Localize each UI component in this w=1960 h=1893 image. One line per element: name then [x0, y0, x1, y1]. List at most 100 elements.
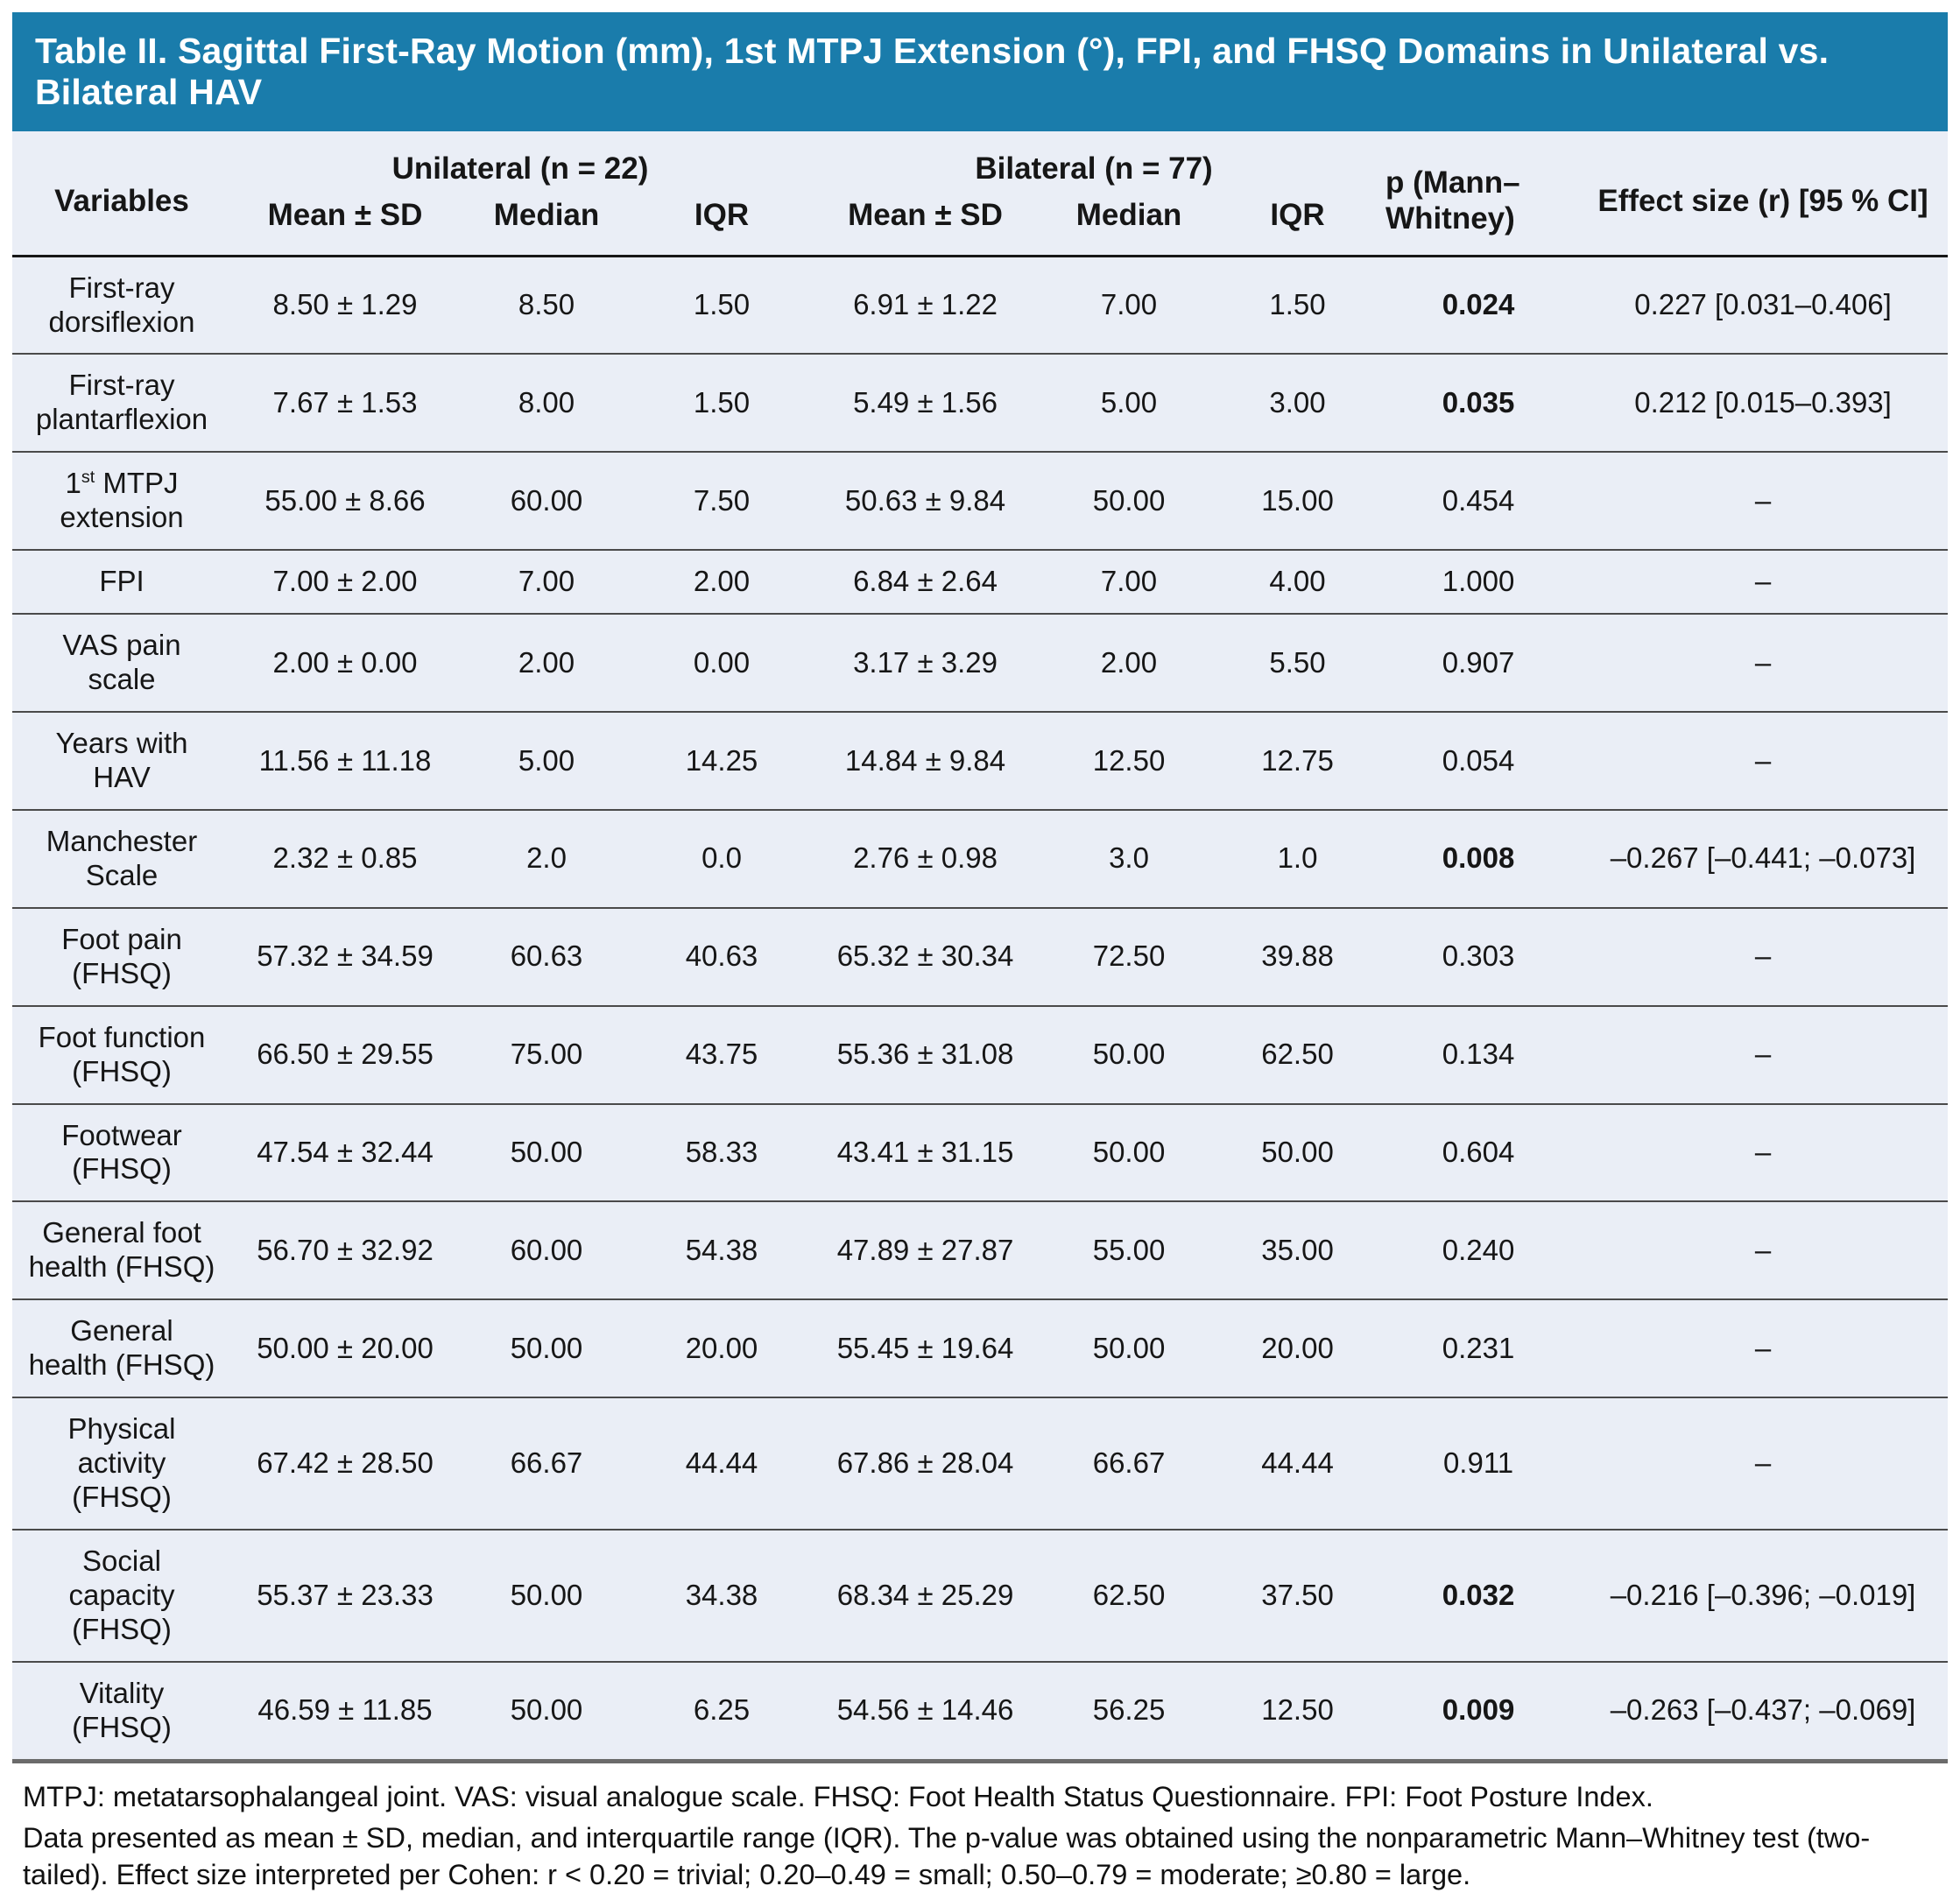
cell-bil-iqr: 44.44 [1216, 1397, 1379, 1531]
cell-variable: General foot health (FHSQ) [12, 1201, 231, 1301]
cell-bil-median: 66.67 [1041, 1397, 1217, 1531]
cell-uni-iqr: 54.38 [634, 1201, 810, 1301]
table-header: Variables Unilateral (n = 22) Bilateral … [12, 131, 1949, 257]
cell-bil-mean-sd: 67.86 ± 28.04 [809, 1397, 1042, 1531]
cell-uni-median: 50.00 [459, 1661, 634, 1763]
cell-effect-size: – [1578, 1299, 1949, 1399]
cell-effect-size: – [1578, 550, 1949, 616]
cell-uni-iqr: 6.25 [634, 1661, 810, 1763]
cell-p-value: 0.035 [1378, 354, 1579, 454]
cell-bil-median: 55.00 [1041, 1201, 1217, 1301]
col-header-bil-mean-sd: Mean ± SD [809, 190, 1042, 257]
cell-effect-size: – [1578, 452, 1949, 552]
cell-p-value: 1.000 [1378, 550, 1579, 616]
cell-uni-iqr: 0.00 [634, 614, 810, 714]
table-title: Table II. Sagittal First-Ray Motion (mm)… [35, 31, 1830, 112]
cell-uni-iqr: 7.50 [634, 452, 810, 552]
cell-effect-size: –0.267 [–0.441; –0.073] [1578, 809, 1949, 909]
cell-uni-median: 2.0 [459, 809, 634, 909]
cell-bil-iqr: 15.00 [1216, 452, 1379, 552]
table-row: FPI 7.00 ± 2.00 7.00 2.00 6.84 ± 2.64 7.00 4.0… [12, 550, 1949, 616]
table-row: Vitality (FHSQ) 46.59 ± 11.85 50.00 6.25 54.… [12, 1661, 1949, 1763]
cell-bil-median: 62.50 [1041, 1529, 1217, 1663]
table-row: 1st MTPJ extension 55.00 ± 8.66 60.00 7.50 5… [12, 452, 1949, 552]
cell-effect-size: –0.263 [–0.437; –0.069] [1578, 1661, 1949, 1763]
cell-effect-size: – [1578, 712, 1949, 811]
table-row: Foot pain (FHSQ) 57.32 ± 34.59 60.63 40.63 6… [12, 907, 1949, 1007]
cell-effect-size: – [1578, 1397, 1949, 1531]
table-row: Manchester Scale 2.32 ± 0.85 2.0 0.0 2.76 ± … [12, 809, 1949, 909]
cell-bil-mean-sd: 65.32 ± 30.34 [809, 907, 1042, 1007]
cell-variable: Physical activity (FHSQ) [12, 1397, 231, 1531]
cell-bil-iqr: 12.50 [1216, 1661, 1379, 1763]
cell-bil-iqr: 20.00 [1216, 1299, 1379, 1399]
col-group-bilateral: Bilateral (n = 77) [975, 151, 1213, 186]
cell-p-value: 0.032 [1378, 1529, 1579, 1663]
col-header-p-mann-whitney: p (Mann–Whitney) [1378, 131, 1579, 257]
table-row: VAS pain scale 2.00 ± 0.00 2.00 0.00 3.17 ± … [12, 614, 1949, 714]
table-row: First-ray dorsiflexion 8.50 ± 1.29 8.50 1.5… [12, 256, 1949, 355]
cell-uni-iqr: 2.00 [634, 550, 810, 616]
cell-uni-median: 60.00 [459, 452, 634, 552]
table-row: Physical activity (FHSQ) 67.42 ± 28.50 66.… [12, 1397, 1949, 1531]
cell-uni-mean-sd: 46.59 ± 11.85 [231, 1661, 459, 1763]
cell-uni-mean-sd: 7.00 ± 2.00 [231, 550, 459, 616]
col-group-unilateral: Unilateral (n = 22) [391, 151, 649, 186]
cell-bil-iqr: 1.50 [1216, 256, 1379, 355]
cell-uni-iqr: 34.38 [634, 1529, 810, 1663]
cell-p-value: 0.303 [1378, 907, 1579, 1007]
col-header-variables: Variables [12, 131, 231, 257]
table-row: Footwear (FHSQ) 47.54 ± 32.44 50.00 58.33 43… [12, 1103, 1949, 1203]
cell-uni-iqr: 40.63 [634, 907, 810, 1007]
cell-variable: Footwear (FHSQ) [12, 1103, 231, 1203]
cell-bil-mean-sd: 2.76 ± 0.98 [809, 809, 1042, 909]
cell-bil-iqr: 35.00 [1216, 1201, 1379, 1301]
cell-bil-mean-sd: 50.63 ± 9.84 [809, 452, 1042, 552]
cell-uni-iqr: 44.44 [634, 1397, 810, 1531]
cell-bil-iqr: 1.0 [1216, 809, 1379, 909]
cell-bil-median: 3.0 [1041, 809, 1217, 909]
cell-uni-mean-sd: 50.00 ± 20.00 [231, 1299, 459, 1399]
cell-variable: Social capacity (FHSQ) [12, 1529, 231, 1663]
cell-uni-median: 2.00 [459, 614, 634, 714]
cell-p-value: 0.231 [1378, 1299, 1579, 1399]
cell-bil-mean-sd: 3.17 ± 3.29 [809, 614, 1042, 714]
cell-uni-median: 60.00 [459, 1201, 634, 1301]
cell-bil-median: 5.00 [1041, 354, 1217, 454]
table-row: Social capacity (FHSQ) 55.37 ± 23.33 50.00… [12, 1529, 1949, 1663]
cell-p-value: 0.604 [1378, 1103, 1579, 1203]
cell-p-value: 0.024 [1378, 256, 1579, 355]
cell-uni-mean-sd: 2.32 ± 0.85 [231, 809, 459, 909]
cell-variable: General health (FHSQ) [12, 1299, 231, 1399]
col-header-bil-median: Median [1041, 190, 1217, 257]
col-header-uni-iqr: IQR [634, 190, 810, 257]
cell-uni-iqr: 58.33 [634, 1103, 810, 1203]
cell-bil-mean-sd: 43.41 ± 31.15 [809, 1103, 1042, 1203]
cell-variable: Foot pain (FHSQ) [12, 907, 231, 1007]
cell-bil-median: 50.00 [1041, 1299, 1217, 1399]
cell-uni-mean-sd: 7.67 ± 1.53 [231, 354, 459, 454]
cell-variable: Vitality (FHSQ) [12, 1661, 231, 1763]
cell-effect-size: – [1578, 1103, 1949, 1203]
table-row: General health (FHSQ) 50.00 ± 20.00 50.00 2… [12, 1299, 1949, 1399]
footnote-abbreviations: MTPJ: metatarsophalangeal joint. VAS: vi… [23, 1780, 1653, 1812]
stats-table: Variables Unilateral (n = 22) Bilateral … [12, 131, 1949, 1763]
cell-uni-median: 66.67 [459, 1397, 634, 1531]
cell-uni-mean-sd: 55.00 ± 8.66 [231, 452, 459, 552]
cell-bil-iqr: 4.00 [1216, 550, 1379, 616]
cell-uni-mean-sd: 56.70 ± 32.92 [231, 1201, 459, 1301]
table-row: Foot function (FHSQ) 66.50 ± 29.55 75.00 43… [12, 1005, 1949, 1105]
table-row: First-ray plantarflexion 7.67 ± 1.53 8.00 1… [12, 354, 1949, 454]
cell-uni-mean-sd: 2.00 ± 0.00 [231, 614, 459, 714]
cell-bil-mean-sd: 55.45 ± 19.64 [809, 1299, 1042, 1399]
footnote-methods: Data presented as mean ± SD, median, and… [23, 1822, 1871, 1890]
cell-bil-mean-sd: 6.84 ± 2.64 [809, 550, 1042, 616]
cell-bil-iqr: 3.00 [1216, 354, 1379, 454]
cell-bil-iqr: 5.50 [1216, 614, 1379, 714]
cell-uni-mean-sd: 47.54 ± 32.44 [231, 1103, 459, 1203]
table-row: General foot health (FHSQ) 56.70 ± 32.92 6… [12, 1201, 1949, 1301]
cell-variable: First-ray dorsiflexion [12, 256, 231, 355]
cell-bil-mean-sd: 47.89 ± 27.87 [809, 1201, 1042, 1301]
cell-variable: FPI [12, 550, 231, 616]
cell-uni-median: 5.00 [459, 712, 634, 811]
